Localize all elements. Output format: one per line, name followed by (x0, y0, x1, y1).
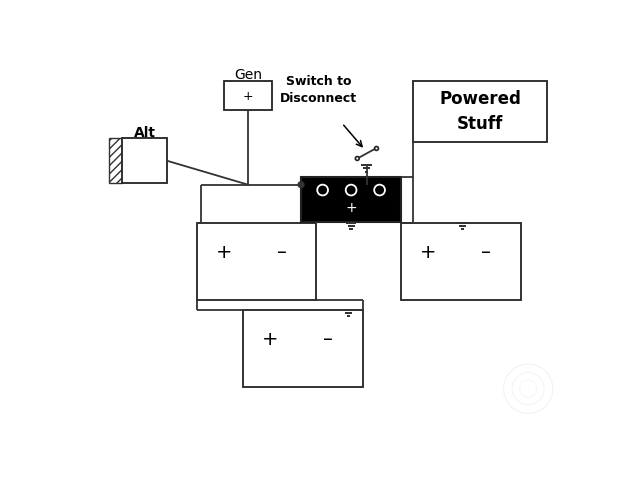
Text: –: – (277, 243, 287, 262)
Circle shape (374, 185, 385, 195)
Circle shape (346, 185, 356, 195)
Bar (301, 177, 401, 222)
Text: Alt: Alt (134, 126, 156, 140)
Text: +: + (243, 90, 253, 103)
Text: –: – (481, 243, 491, 262)
Circle shape (355, 156, 359, 160)
Text: –: – (323, 330, 333, 349)
Bar (109, 138, 122, 183)
Circle shape (374, 146, 378, 150)
Text: Gen: Gen (234, 68, 262, 82)
Bar (413, 81, 547, 142)
Circle shape (298, 182, 304, 187)
Circle shape (317, 185, 328, 195)
Text: Switch to
Disconnect: Switch to Disconnect (280, 74, 357, 105)
Bar (197, 223, 316, 300)
Text: +: + (262, 330, 278, 349)
Text: +: + (346, 201, 357, 215)
Text: +: + (216, 243, 232, 262)
Bar (122, 138, 167, 183)
Text: Powered
Stuff: Powered Stuff (439, 90, 521, 133)
Text: +: + (420, 243, 436, 262)
Bar (224, 81, 272, 110)
Bar (401, 223, 520, 300)
Bar (243, 310, 363, 387)
